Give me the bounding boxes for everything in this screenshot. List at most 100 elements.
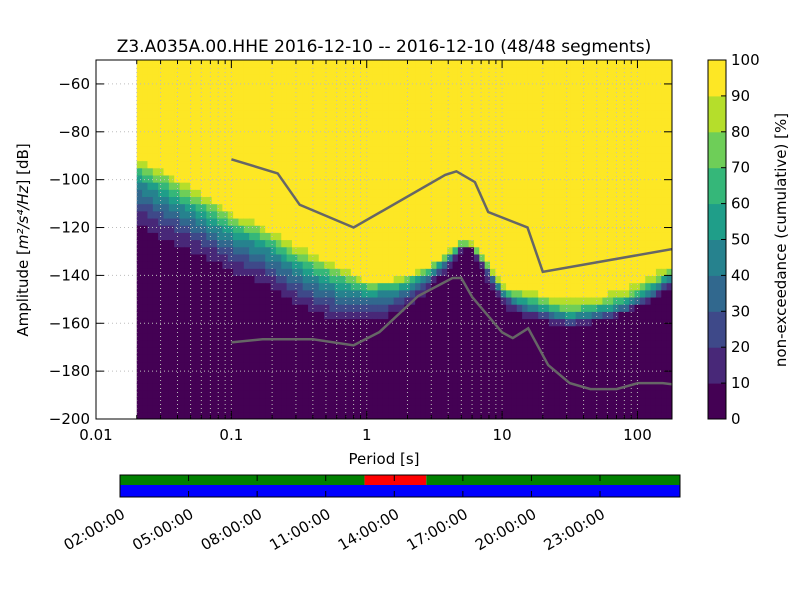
heatmap-cell [500, 160, 507, 169]
heatmap-cell [291, 246, 298, 255]
heatmap-cell [163, 117, 170, 126]
heatmap-cell [623, 347, 630, 355]
heatmap-cell [281, 354, 288, 363]
heatmap-cell [431, 318, 438, 327]
heatmap-cell [457, 167, 464, 176]
heatmap-cell [425, 347, 432, 355]
heatmap-cell [281, 203, 288, 212]
heatmap-cell [356, 117, 363, 126]
heatmap-cell [195, 332, 202, 341]
heatmap-cell [142, 153, 149, 162]
plot-area: 0.01 0.1 1 10 100 −60−80−100−120−140−160−180… [49, 59, 673, 444]
heatmap-cell [650, 318, 657, 327]
heatmap-cell [559, 153, 566, 162]
heatmap-cell [399, 146, 405, 154]
heatmap-cell [591, 289, 598, 298]
heatmap-cell [516, 261, 523, 269]
heatmap-cell [147, 182, 154, 190]
heatmap-cell [409, 332, 416, 341]
heatmap-cell [500, 225, 507, 233]
heatmap-cell [500, 261, 507, 269]
heatmap-cell [308, 268, 314, 276]
heatmap-cell [420, 375, 427, 384]
heatmap-cell [238, 275, 245, 284]
heatmap-cell [404, 189, 411, 198]
heatmap-cell [570, 174, 577, 183]
heatmap-cell [452, 361, 459, 370]
heatmap-cell [217, 110, 223, 119]
heatmap-cell [158, 88, 165, 97]
heatmap-cell [463, 411, 470, 419]
heatmap-cell [382, 275, 389, 284]
heatmap-cell [463, 146, 470, 154]
heatmap-cell [184, 268, 191, 276]
heatmap-cell [425, 174, 432, 183]
heatmap-cell [275, 268, 282, 276]
heatmap-cell [511, 153, 518, 162]
heatmap-cell [265, 289, 272, 298]
heatmap-cell [431, 153, 438, 162]
heatmap-cell [217, 340, 223, 348]
heatmap-cell [136, 146, 143, 154]
heatmap-cell [270, 383, 277, 391]
heatmap-cell [581, 282, 587, 291]
heatmap-cell [506, 95, 513, 104]
heatmap-cell [607, 103, 614, 111]
heatmap-cell [136, 261, 143, 269]
heatmap-cell [334, 88, 341, 97]
heatmap-cell [495, 138, 502, 147]
heatmap-cell [538, 182, 545, 190]
heatmap-cell [661, 397, 668, 406]
heatmap-cell [329, 95, 336, 104]
heatmap-cell [356, 225, 363, 233]
heatmap-cell [217, 268, 223, 276]
heatmap-cell [532, 304, 539, 312]
heatmap-cell [532, 217, 539, 226]
heatmap-cell [297, 182, 304, 190]
heatmap-cell [281, 131, 288, 140]
heatmap-cell [334, 261, 341, 269]
heatmap-cell [238, 246, 245, 255]
heatmap-cell [404, 131, 411, 140]
heatmap-cell [281, 225, 288, 233]
heatmap-cell [334, 268, 341, 276]
heatmap-cell [452, 268, 459, 276]
heatmap-cell [147, 74, 154, 83]
heatmap-cell [506, 282, 513, 291]
heatmap-cell [436, 296, 443, 305]
heatmap-cell [613, 354, 620, 363]
heatmap-cell [463, 131, 470, 140]
heatmap-cell [645, 210, 652, 219]
heatmap-cell [152, 160, 159, 169]
heatmap-cell [575, 253, 582, 262]
heatmap-cell [597, 253, 604, 262]
heatmap-cell [184, 368, 191, 377]
heatmap-cell [479, 318, 486, 327]
heatmap-cell [581, 289, 587, 298]
heatmap-cell [543, 146, 550, 154]
heatmap-cell [522, 375, 529, 384]
heatmap-cell [308, 289, 314, 298]
heatmap-cell [136, 390, 143, 399]
heatmap-cell [618, 296, 625, 305]
heatmap-cell [629, 282, 636, 291]
heatmap-cell [431, 81, 438, 90]
heatmap-cell [420, 210, 427, 219]
heatmap-cell [538, 340, 545, 348]
heatmap-cell [152, 81, 159, 90]
heatmap-cell [527, 404, 534, 413]
heatmap-cell [495, 275, 502, 284]
heatmap-cell [532, 253, 539, 262]
heatmap-cell [484, 332, 491, 341]
heatmap-cell [372, 246, 379, 255]
heatmap-cell [259, 67, 266, 75]
heatmap-cell [554, 246, 561, 255]
heatmap-cell [356, 304, 363, 312]
heatmap-cell [238, 375, 245, 384]
heatmap-cell [506, 117, 513, 126]
heatmap-cell [211, 117, 218, 126]
heatmap-cell [366, 167, 373, 176]
heatmap-cell [479, 110, 486, 119]
heatmap-cell [174, 239, 181, 248]
heatmap-cell [190, 138, 197, 147]
